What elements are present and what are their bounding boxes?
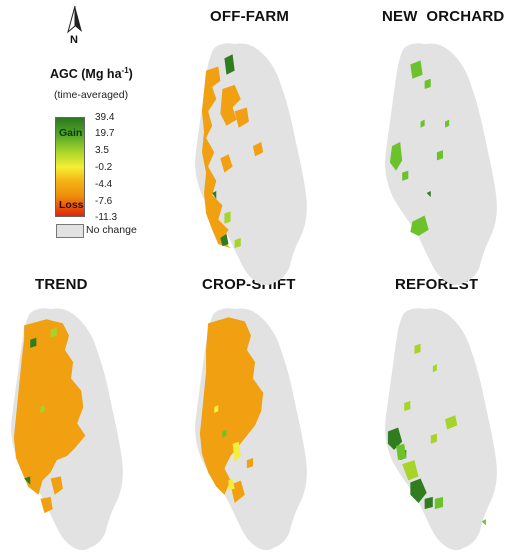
- map-trend: [11, 308, 123, 551]
- map-reforest: [385, 308, 497, 551]
- legend-tick: -0.2: [95, 162, 113, 173]
- no-change-swatch: [56, 224, 84, 238]
- legend-subtitle: (time-averaged): [54, 89, 129, 101]
- off-farm-light-patches: [224, 211, 241, 249]
- no-change-label: No change: [86, 224, 137, 236]
- north-label: N: [70, 34, 78, 46]
- panel-title-new-orchard: NEW ORCHARD: [382, 8, 505, 25]
- legend-tick: 39.4: [95, 112, 115, 123]
- reforest-mid-patches: [396, 443, 486, 526]
- legend-tick: 19.7: [95, 128, 115, 139]
- color-ramp: [55, 117, 85, 217]
- legend-tick: -7.6: [95, 196, 113, 207]
- legend-title: AGC (Mg ha-1): [50, 66, 133, 82]
- map-off-farm: [195, 43, 307, 286]
- north-arrow: N: [60, 4, 90, 48]
- panel-title-off-farm: OFF-FARM: [210, 8, 290, 25]
- legend-tick: -11.3: [95, 212, 118, 223]
- crop-shift-yellow-patches: [214, 405, 241, 491]
- reforest-light-patches: [402, 343, 458, 481]
- map-new-orchard: [385, 43, 497, 286]
- legend-tick: -4.4: [95, 179, 113, 190]
- gain-label: Gain: [59, 127, 83, 139]
- trend-gain-patches: [24, 337, 37, 485]
- trend-mid-patches: [40, 327, 57, 414]
- loss-label: Loss: [59, 199, 84, 211]
- panel-title-trend: TREND: [35, 276, 88, 293]
- north-arrow-icon: [67, 5, 82, 34]
- new-orchard-gain-patches: [389, 60, 450, 236]
- trend-loss-patches: [13, 319, 86, 514]
- crop-shift-gain-patches: [222, 429, 227, 438]
- off-farm-gain-patches: [212, 54, 235, 247]
- legend-tick: 3.5: [95, 145, 109, 156]
- off-farm-loss-patches: [201, 66, 264, 249]
- map-crop-shift: [195, 308, 307, 551]
